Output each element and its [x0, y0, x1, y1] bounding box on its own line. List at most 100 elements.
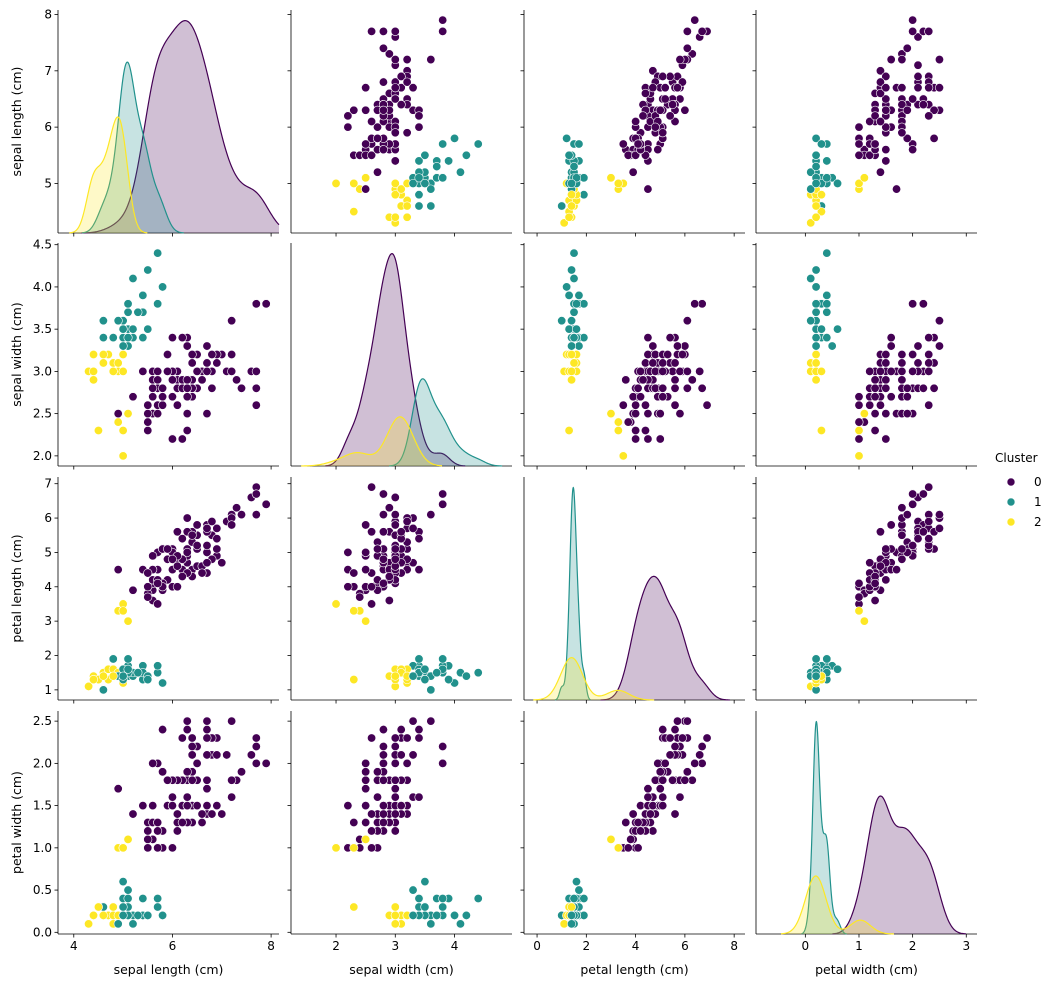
point [655, 434, 665, 444]
point [924, 111, 934, 121]
point [660, 758, 670, 768]
point [384, 49, 394, 59]
point [631, 426, 641, 436]
point [892, 184, 902, 194]
point [192, 366, 202, 376]
point [426, 685, 436, 695]
point [924, 366, 934, 376]
point [212, 358, 222, 368]
point [897, 100, 907, 110]
point [811, 358, 821, 368]
point [361, 184, 371, 194]
point [373, 544, 383, 554]
point [143, 910, 153, 920]
point [172, 400, 182, 410]
point [606, 409, 616, 419]
kde-line [533, 657, 655, 701]
point [390, 83, 400, 93]
point [143, 426, 153, 436]
point [384, 571, 394, 581]
point [618, 400, 628, 410]
point [222, 750, 232, 760]
panel: 5 6 7 8 [44, 8, 280, 237]
panel [520, 243, 745, 470]
point [207, 809, 217, 819]
point [648, 66, 658, 76]
point [658, 725, 668, 735]
point [881, 145, 891, 155]
point [232, 375, 242, 385]
point [438, 894, 448, 904]
point [108, 366, 118, 376]
point [390, 919, 400, 929]
panel: 4 6 8 0.0 0.5 1.0 1.5 2.0 2.5 [33, 711, 279, 953]
point [192, 758, 202, 768]
point [875, 66, 885, 76]
point [569, 248, 579, 258]
point [349, 178, 359, 188]
point [98, 671, 108, 681]
point [182, 513, 192, 523]
point [118, 606, 128, 616]
point [390, 190, 400, 200]
point [886, 55, 896, 65]
point [153, 902, 163, 912]
point [697, 741, 707, 751]
point [378, 26, 388, 36]
x-tick-label: 6 [681, 939, 689, 953]
point [557, 201, 567, 211]
kde-area [801, 721, 847, 934]
point [902, 409, 912, 419]
point [870, 111, 880, 121]
point [202, 750, 212, 760]
point [859, 616, 869, 626]
point [865, 558, 875, 568]
point [924, 26, 934, 36]
point [390, 741, 400, 751]
point [924, 333, 934, 343]
kde-area [555, 487, 591, 700]
kde-line [554, 486, 591, 701]
point [182, 792, 192, 802]
point [373, 122, 383, 132]
point [908, 489, 918, 499]
point [227, 792, 237, 802]
point [854, 417, 864, 427]
panel: 2 3 4 [287, 711, 512, 953]
point [396, 71, 406, 81]
point [207, 516, 217, 526]
point [361, 520, 371, 530]
point [672, 716, 682, 726]
point [367, 733, 377, 743]
point [202, 523, 212, 533]
point [461, 671, 471, 681]
point [569, 273, 579, 283]
point [571, 324, 581, 334]
point [934, 316, 944, 326]
point [118, 843, 128, 853]
point [559, 218, 569, 228]
point [822, 156, 832, 166]
point [158, 678, 168, 688]
point [343, 111, 353, 121]
point [158, 910, 168, 920]
point [98, 685, 108, 695]
point [881, 383, 891, 393]
point [665, 733, 675, 743]
point [875, 561, 885, 571]
point [396, 527, 406, 537]
point [571, 299, 581, 309]
point [113, 358, 123, 368]
point [202, 409, 212, 419]
point [361, 547, 371, 557]
point [343, 582, 353, 592]
point [816, 190, 826, 200]
point [172, 582, 182, 592]
point [432, 162, 442, 172]
point [373, 167, 383, 177]
point [682, 43, 692, 53]
point [865, 400, 875, 410]
point [251, 758, 261, 768]
point [153, 366, 163, 376]
point [378, 527, 388, 537]
